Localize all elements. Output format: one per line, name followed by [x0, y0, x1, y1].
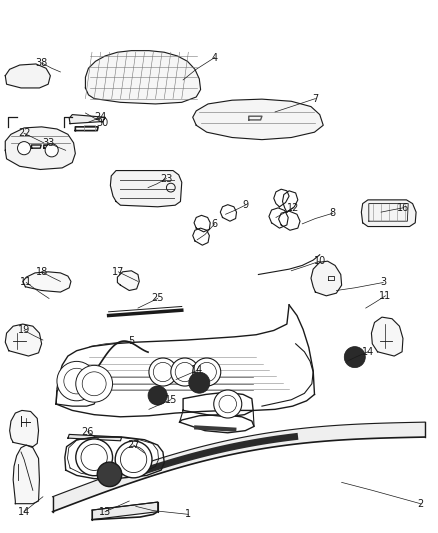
- Circle shape: [148, 386, 167, 405]
- Polygon shape: [5, 127, 75, 169]
- Polygon shape: [117, 271, 139, 290]
- Circle shape: [344, 346, 365, 368]
- Circle shape: [76, 365, 113, 402]
- Text: 17: 17: [112, 267, 124, 277]
- Circle shape: [214, 390, 242, 418]
- Polygon shape: [68, 434, 122, 441]
- Circle shape: [171, 358, 199, 386]
- Text: 26: 26: [81, 427, 94, 437]
- Text: 24: 24: [95, 112, 107, 122]
- Circle shape: [97, 462, 122, 487]
- Text: 3: 3: [380, 278, 386, 287]
- Text: 27: 27: [127, 440, 140, 450]
- Text: 2: 2: [417, 499, 424, 508]
- Circle shape: [18, 142, 31, 155]
- Polygon shape: [127, 447, 140, 452]
- Text: 7: 7: [312, 94, 318, 103]
- Polygon shape: [92, 502, 158, 520]
- Text: 9: 9: [242, 200, 248, 210]
- Text: 12: 12: [287, 203, 300, 213]
- Text: 16: 16: [397, 203, 409, 213]
- Text: 14: 14: [18, 507, 30, 516]
- Polygon shape: [85, 51, 201, 104]
- Text: 5: 5: [128, 336, 134, 346]
- Polygon shape: [5, 324, 42, 356]
- Polygon shape: [13, 445, 39, 504]
- Circle shape: [149, 358, 177, 386]
- Text: 6: 6: [212, 219, 218, 229]
- Text: 11: 11: [20, 278, 32, 287]
- Circle shape: [76, 439, 113, 476]
- Polygon shape: [371, 317, 403, 356]
- Circle shape: [193, 358, 221, 386]
- Text: 38: 38: [35, 58, 48, 68]
- Circle shape: [189, 372, 210, 393]
- Text: 14: 14: [191, 366, 203, 375]
- Text: 19: 19: [18, 326, 30, 335]
- Polygon shape: [10, 410, 39, 447]
- Text: 23: 23: [160, 174, 173, 183]
- Text: 18: 18: [35, 267, 48, 277]
- Text: 30: 30: [97, 118, 109, 127]
- Polygon shape: [5, 64, 50, 88]
- Text: 10: 10: [314, 256, 326, 266]
- Text: 4: 4: [212, 53, 218, 62]
- Text: 8: 8: [330, 208, 336, 218]
- Text: 13: 13: [99, 507, 111, 516]
- Circle shape: [57, 361, 96, 401]
- Polygon shape: [23, 272, 71, 292]
- Text: 11: 11: [379, 291, 392, 301]
- Text: 33: 33: [42, 138, 54, 148]
- Polygon shape: [53, 422, 425, 512]
- Circle shape: [115, 441, 152, 478]
- Polygon shape: [110, 171, 182, 207]
- Polygon shape: [361, 200, 416, 227]
- Text: 15: 15: [165, 395, 177, 405]
- Polygon shape: [311, 261, 342, 296]
- Text: 1: 1: [185, 510, 191, 519]
- Text: 22: 22: [18, 128, 30, 138]
- Polygon shape: [193, 99, 323, 140]
- Text: 25: 25: [152, 294, 164, 303]
- Text: 14: 14: [362, 347, 374, 357]
- Polygon shape: [69, 115, 105, 124]
- Circle shape: [45, 144, 58, 157]
